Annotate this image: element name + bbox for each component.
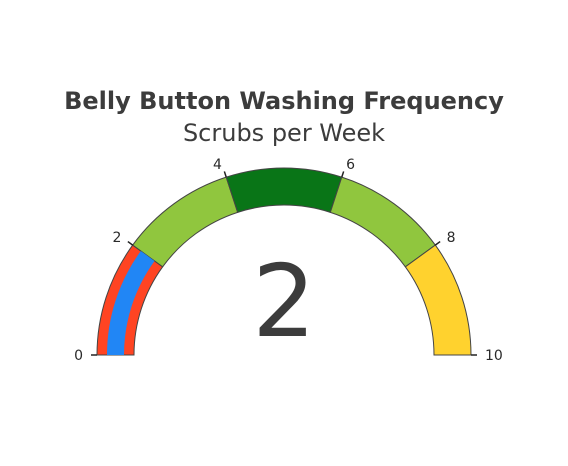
chart-subtitle: Scrubs per Week [183, 119, 385, 147]
gauge-tick-label-8: 8 [447, 230, 456, 246]
gauge-tick-label-6: 6 [346, 157, 355, 173]
gauge-tick-label-2: 2 [112, 230, 121, 246]
gauge-tick-label-4: 4 [213, 157, 222, 173]
chart-title: Belly Button Washing Frequency [64, 87, 504, 115]
gauge-tick-4 [223, 171, 227, 178]
gauge-tick-label-10: 10 [485, 348, 503, 364]
gauge-tick-2 [127, 240, 134, 246]
gauge-step-1 [132, 176, 239, 268]
gauge-tick-label-0: 0 [74, 348, 83, 364]
gauge-value: 2 [252, 243, 316, 360]
gauge-tick-8 [434, 240, 441, 246]
gauge-ticks: 0 2 4 6 8 10 [74, 157, 503, 364]
gauge-bar-layer [107, 250, 155, 355]
gauge-tick-6 [341, 171, 345, 178]
gauge-step-3 [329, 176, 436, 268]
gauge-value-bar [107, 250, 155, 355]
gauge-step-4 [404, 244, 472, 356]
gauge-step-2 [225, 167, 343, 213]
